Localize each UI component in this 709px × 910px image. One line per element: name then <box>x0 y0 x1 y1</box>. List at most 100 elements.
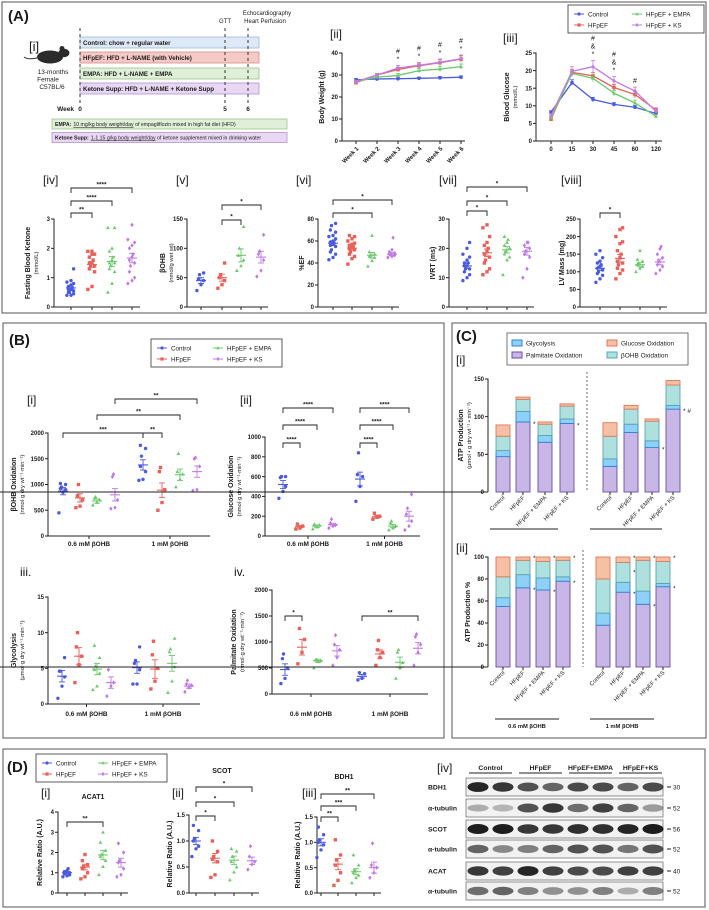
y-tick-label: 25 <box>525 51 532 57</box>
data-point <box>395 650 400 654</box>
data-point <box>368 875 372 881</box>
y-tick-label: 15 <box>37 595 44 601</box>
data-point <box>105 693 109 699</box>
panel-sublabel: [viii] <box>561 173 582 187</box>
legend-panel-c: Glycolysis Palmitate Oxidation Glucose Oxi… <box>506 332 689 366</box>
data-point <box>376 638 381 643</box>
protein-band <box>517 782 539 792</box>
data-point <box>356 863 361 867</box>
event-gtt: GTT <box>219 19 231 25</box>
stacked-segment-glucose-oxidation <box>535 556 551 562</box>
chart-scatter-10: 0 500 1000 1500 2000 iv. Palmitate Oxidation (n… <box>231 565 428 718</box>
protein-band <box>467 804 489 812</box>
data-point <box>141 477 145 482</box>
stacked-segment--ohb-oxidation <box>555 559 571 578</box>
data-point <box>635 257 640 261</box>
legend-swatch <box>606 351 618 359</box>
data-point <box>241 258 246 262</box>
data-point <box>150 653 155 657</box>
y-tick-label: 80 <box>477 577 484 583</box>
legend-label: Control <box>56 760 76 767</box>
significance-bracket <box>221 204 262 210</box>
data-point <box>347 233 352 238</box>
significance-bracket <box>466 210 488 216</box>
data-point <box>352 234 357 239</box>
y-tick-label: 1.5 <box>177 813 186 819</box>
line-point <box>654 109 658 114</box>
data-point <box>295 522 300 526</box>
data-point <box>201 271 206 275</box>
data-point <box>388 521 393 525</box>
protein-band <box>542 844 564 854</box>
data-point <box>369 862 374 868</box>
data-point <box>65 293 69 297</box>
data-point <box>461 278 465 283</box>
panel-sublabel: [i] <box>41 786 50 800</box>
data-point <box>481 226 485 230</box>
data-point <box>311 527 315 531</box>
data-point <box>234 849 239 853</box>
stacked-segment-glucose-oxidation <box>635 556 651 561</box>
data-point <box>185 678 190 683</box>
panel-sublabel: [iv] <box>43 173 58 187</box>
mouse-icon <box>23 46 70 64</box>
data-point <box>600 256 605 260</box>
protein-band <box>567 824 589 834</box>
significance-label: ** <box>82 816 88 823</box>
data-point <box>128 263 133 269</box>
legend-marker <box>45 772 49 776</box>
y-tick-label: 5 <box>41 667 45 673</box>
line-point <box>354 79 358 84</box>
significance-label: **** <box>286 437 297 444</box>
data-point <box>93 494 98 499</box>
data-point <box>66 867 70 871</box>
stacked-segment-palmitate-oxidation <box>515 587 531 668</box>
data-point <box>356 678 360 682</box>
significance-bracket <box>195 815 216 821</box>
data-point <box>350 880 354 885</box>
data-point <box>71 292 76 296</box>
stacked-segment-palmitate-oxidation <box>655 586 671 668</box>
y-tick-label: 10 <box>438 276 445 282</box>
data-point <box>319 848 323 852</box>
panel-sublabel: [vi] <box>296 173 311 187</box>
panel-sublabel: [v] <box>176 173 189 187</box>
significance-label: * <box>240 199 243 206</box>
chart-title: SCOT <box>212 768 232 775</box>
significance-bracket <box>466 200 508 206</box>
data-point <box>618 227 622 232</box>
data-point <box>158 465 163 470</box>
x-category-label: 0.6 mM βOHB <box>65 711 108 718</box>
data-point <box>117 858 122 863</box>
y-tick-label: 0 <box>335 139 339 145</box>
data-point <box>90 249 94 253</box>
data-point <box>196 828 201 833</box>
y-tick-label: 1.0 <box>177 839 186 845</box>
protein-band <box>517 886 539 896</box>
data-point <box>229 859 234 864</box>
data-point <box>321 833 326 837</box>
panel-d-frame <box>2 748 706 908</box>
data-point <box>655 251 660 257</box>
legend-swatch <box>606 339 618 347</box>
data-point <box>98 840 103 844</box>
data-point <box>63 487 68 492</box>
data-point <box>261 257 266 263</box>
legend-label: HFpEF + KS <box>227 356 263 363</box>
data-point <box>348 250 353 254</box>
chart-scatter-6: 0 50 100 150 200 250 [viii] LV Mass (mg) * <box>559 173 667 311</box>
legend-marker <box>635 22 639 28</box>
line-point <box>459 75 463 79</box>
data-point <box>403 527 407 533</box>
data-point <box>482 243 487 248</box>
stacked-segment-glucose-oxidation <box>559 403 575 407</box>
legend-marker <box>101 761 105 765</box>
y-tick-label: 1500 <box>255 614 269 620</box>
data-point <box>485 223 489 227</box>
data-point <box>127 269 132 275</box>
y-tick-label: 150 <box>173 217 184 223</box>
data-point <box>505 240 509 244</box>
data-point <box>259 268 263 273</box>
treatment-label: HFpEF: HFD + L-NAME (with Vehicle) <box>83 55 192 62</box>
data-point <box>83 852 87 857</box>
